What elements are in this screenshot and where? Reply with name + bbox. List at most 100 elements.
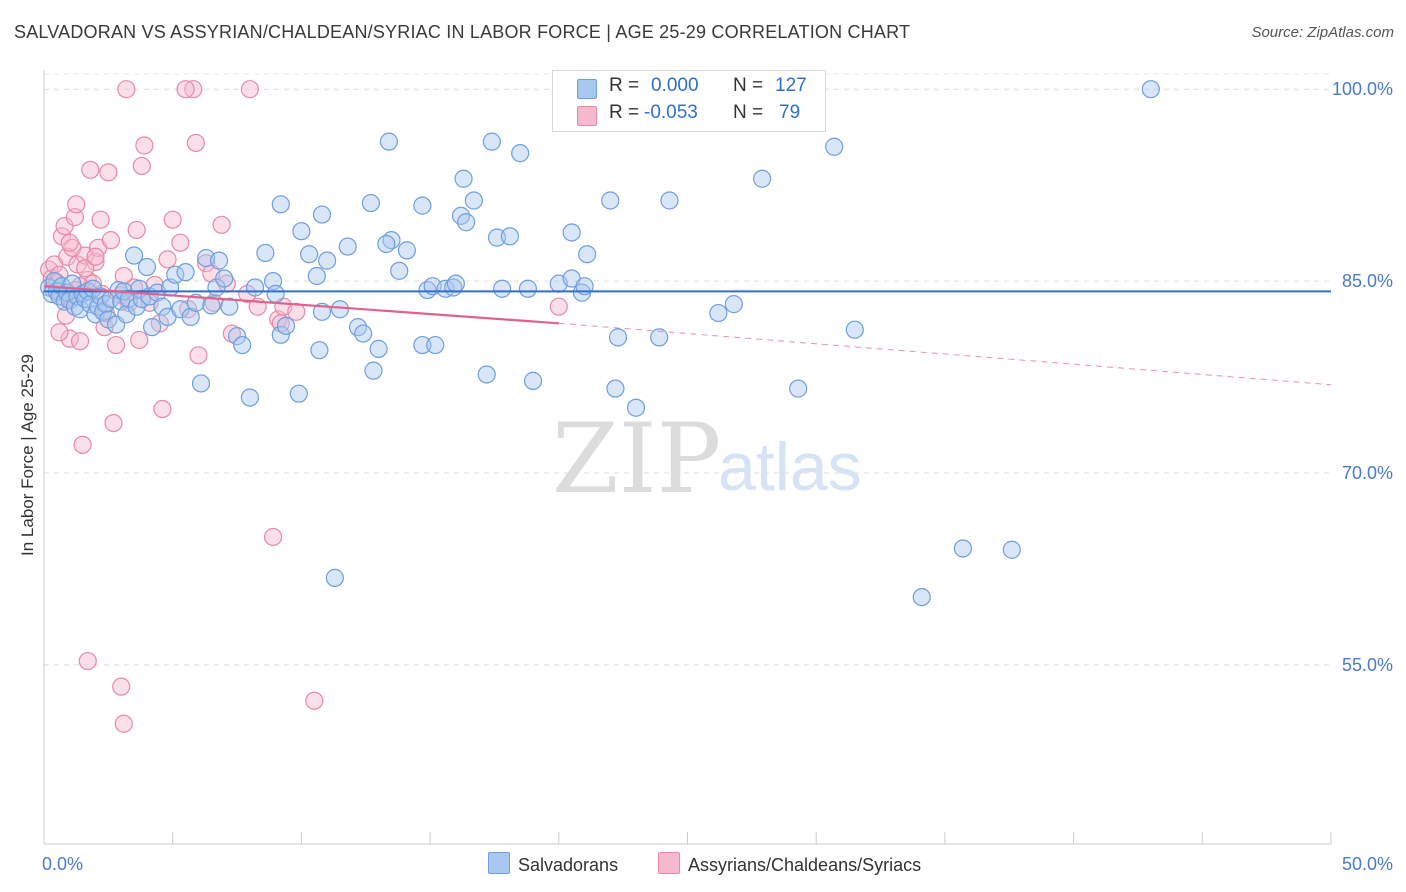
data-point: [300, 245, 319, 264]
legend-swatch-pink: [577, 106, 597, 126]
data-point: [650, 328, 669, 347]
data-point: [78, 651, 97, 671]
data-point: [240, 80, 260, 99]
data-point: [86, 247, 105, 266]
watermark-zip: ZIP: [552, 403, 721, 515]
data-point: [70, 332, 90, 351]
data-point: [240, 388, 260, 407]
data-point: [1141, 80, 1160, 99]
data-point: [117, 305, 136, 324]
data-point: [153, 399, 172, 419]
bottom-legend-pink: Assyrians/Chaldeans/Syriacs: [658, 852, 921, 876]
legend-swatch-blue: [577, 79, 597, 99]
data-point: [96, 295, 115, 314]
data-point: [106, 335, 126, 355]
bottom-legend-blue: Salvadorans: [488, 852, 618, 876]
y-tick-label: 100.0%: [1332, 79, 1393, 99]
data-point: [446, 274, 465, 293]
data-point: [601, 191, 620, 210]
data-point: [518, 279, 538, 298]
data-point: [263, 527, 283, 547]
data-point: [325, 568, 344, 587]
data-point: [608, 328, 628, 347]
data-point: [1002, 540, 1021, 559]
data-point: [212, 215, 231, 234]
data-point: [361, 193, 380, 213]
data-point: [487, 228, 507, 247]
data-point: [276, 316, 296, 335]
data-point: [307, 266, 326, 286]
axes: [43, 70, 1332, 845]
source-label: Source: ZipAtlas.com: [1251, 24, 1394, 41]
y-tick-label: 55.0%: [1342, 655, 1393, 675]
legend-n-value: 127: [775, 75, 807, 96]
data-point: [132, 156, 151, 176]
data-point: [114, 714, 133, 733]
data-point: [626, 398, 646, 417]
data-point: [724, 295, 743, 314]
data-point: [67, 195, 86, 214]
data-point: [233, 335, 252, 355]
legend-n-label: N =: [733, 102, 764, 123]
data-point: [753, 169, 772, 188]
data-point: [953, 539, 973, 558]
gridlines: [44, 73, 1331, 666]
data-point: [426, 335, 445, 355]
y-axis-title: In Labor Force | Age 25-29: [18, 354, 37, 556]
data-point: [523, 371, 543, 390]
data-point: [245, 278, 265, 297]
data-point: [364, 361, 383, 380]
data-point: [124, 246, 144, 265]
data-point: [338, 237, 357, 256]
data-point: [55, 216, 74, 236]
data-point: [104, 413, 123, 433]
data-point: [825, 137, 844, 156]
data-point: [271, 195, 290, 214]
bottom-legend-label-blue: Salvadorans: [518, 855, 619, 875]
legend-row-blue: R = 0.000 N = 127: [553, 75, 825, 101]
data-point: [135, 136, 154, 155]
data-point: [330, 300, 350, 319]
data-point: [117, 80, 136, 99]
x-tick-label: 0.0%: [42, 854, 83, 874]
data-point: [158, 250, 177, 269]
data-point: [215, 269, 234, 288]
trend-line-pink-extended: [558, 322, 1332, 386]
legend-n-label: N =: [733, 75, 764, 96]
legend-r-label: R =: [609, 102, 640, 123]
data-point: [377, 234, 396, 254]
legend-r-value: 0.000: [651, 75, 699, 96]
data-point: [202, 296, 221, 315]
data-point: [271, 325, 290, 344]
data-point: [845, 320, 864, 339]
data-point: [912, 587, 931, 607]
data-point: [413, 196, 432, 215]
data-point: [186, 133, 205, 153]
watermark-atlas: atlas: [718, 429, 862, 505]
data-point: [176, 263, 195, 282]
y-tick-label: 85.0%: [1342, 271, 1393, 291]
data-point: [464, 191, 483, 210]
data-point: [186, 293, 205, 312]
data-point: [413, 335, 432, 355]
data-point: [266, 284, 285, 303]
data-point: [176, 80, 195, 99]
data-point: [143, 318, 162, 337]
data-point: [227, 327, 247, 346]
data-point: [222, 324, 242, 343]
data-point: [99, 163, 118, 182]
bottom-legend-swatch-pink: [658, 852, 680, 874]
data-point: [390, 261, 409, 280]
y-tick-label: 70.0%: [1342, 463, 1393, 483]
data-point: [137, 257, 157, 277]
data-point: [171, 300, 190, 319]
data-point: [73, 435, 92, 454]
bottom-legend-swatch-blue: [488, 852, 510, 874]
trend-line-pink: [43, 285, 559, 325]
data-point: [606, 379, 625, 398]
bottom-legend-label-pink: Assyrians/Chaldeans/Syriacs: [688, 855, 922, 875]
data-point: [209, 251, 229, 270]
data-point: [289, 384, 308, 403]
data-point: [91, 210, 110, 229]
